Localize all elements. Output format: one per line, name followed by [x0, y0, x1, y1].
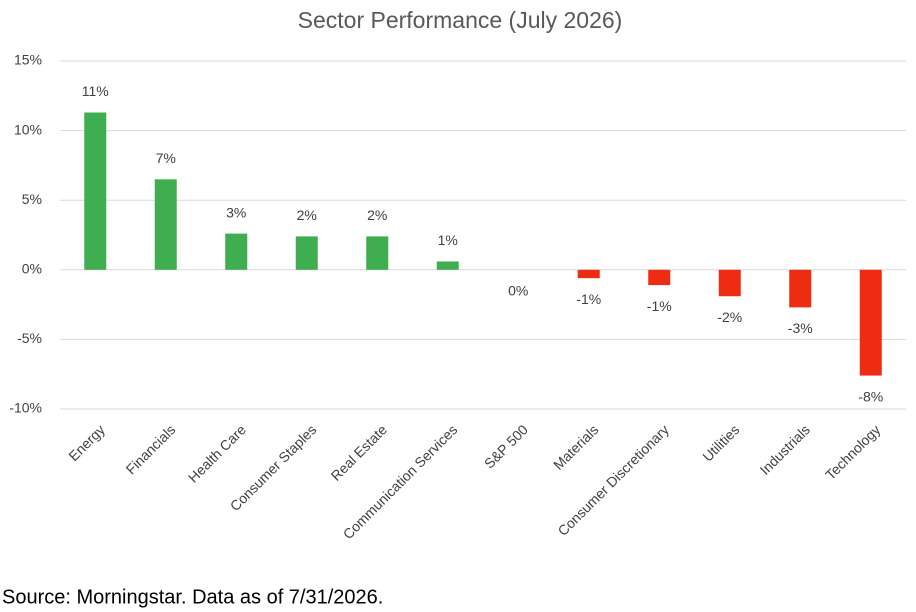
- bar: [436, 261, 459, 270]
- bar: [789, 269, 812, 308]
- bar: [84, 112, 107, 270]
- value-label: -8%: [858, 388, 883, 404]
- y-tick-label: 15%: [14, 52, 42, 68]
- x-tick-label: Energy: [65, 421, 108, 464]
- bar: [577, 269, 600, 279]
- bar: [225, 233, 248, 270]
- value-label: 2%: [367, 207, 387, 223]
- bar: [718, 269, 741, 297]
- x-tick-label: Utilities: [699, 421, 742, 464]
- x-tick-label: Technology: [822, 421, 883, 482]
- bar: [366, 236, 389, 270]
- value-label: 1%: [438, 232, 458, 248]
- value-label: 0%: [508, 283, 528, 299]
- x-tick-label: Industrials: [757, 421, 813, 477]
- y-tick-label: 5%: [22, 191, 42, 207]
- value-label: -1%: [576, 291, 601, 307]
- y-tick-label: -10%: [9, 400, 42, 416]
- value-label: -1%: [647, 298, 672, 314]
- value-label: 7%: [156, 150, 176, 166]
- bar: [648, 269, 671, 286]
- source-note: Source: Morningstar. Data as of 7/31/202…: [2, 586, 383, 608]
- value-label: 11%: [82, 83, 109, 99]
- value-label: -2%: [717, 309, 742, 325]
- y-tick-label: 0%: [22, 261, 42, 277]
- value-label: 3%: [226, 204, 246, 220]
- value-label: 2%: [297, 207, 317, 223]
- bar: [859, 269, 882, 376]
- bar: [154, 179, 177, 270]
- value-label: -3%: [788, 320, 813, 336]
- x-tick-label: Real Estate: [327, 421, 390, 484]
- x-tick-label: Financials: [123, 421, 179, 477]
- x-tick-label: Health Care: [185, 421, 249, 485]
- x-tick-label: Materials: [550, 421, 601, 472]
- bar: [295, 236, 318, 270]
- y-tick-label: -5%: [17, 330, 42, 346]
- chart-title: Sector Performance (July 2026): [298, 7, 623, 33]
- x-tick-label: S&P 500: [481, 421, 531, 471]
- y-tick-label: 10%: [14, 121, 42, 137]
- x-tick-label: Communication Services: [340, 421, 461, 542]
